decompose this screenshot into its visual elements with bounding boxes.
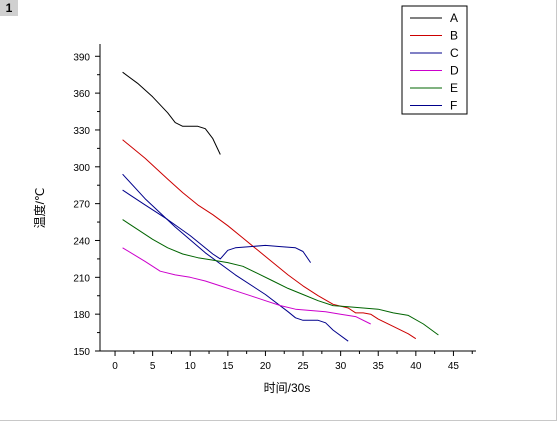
series-line-e — [122, 219, 439, 336]
y-tick-label: 150 — [73, 347, 90, 358]
series-line-d — [122, 247, 371, 325]
series-line-f — [122, 189, 312, 263]
x-tick-label: 25 — [297, 361, 309, 372]
x-tick-label: 5 — [150, 361, 156, 372]
x-tick-label: 35 — [373, 361, 385, 372]
x-tick-label: 15 — [222, 361, 234, 372]
x-axis-label: 时间/30s — [264, 381, 311, 395]
series-line-c — [122, 173, 349, 342]
y-tick-label: 300 — [73, 163, 90, 174]
legend-label: E — [450, 81, 458, 95]
series-line-b — [122, 139, 417, 340]
legend-label: C — [450, 46, 459, 60]
x-tick-label: 45 — [448, 361, 460, 372]
x-tick-label: 30 — [335, 361, 347, 372]
legend-box — [401, 5, 468, 115]
x-tick-label: 40 — [410, 361, 422, 372]
y-axis-label: 温度/℃ — [32, 188, 47, 229]
page-badge: 1 — [0, 0, 18, 16]
y-tick-label: 210 — [73, 273, 90, 284]
y-axis-ticks: 150 180 210 240 270 300 330 360 390 — [73, 52, 100, 358]
y-tick-label: 180 — [73, 310, 90, 321]
legend-label: F — [450, 99, 457, 113]
x-tick-label: 0 — [112, 361, 118, 372]
x-axis-ticks: 0 5 10 15 20 25 30 35 40 45 — [112, 351, 473, 372]
y-tick-label: 270 — [73, 200, 90, 211]
y-tick-label: 330 — [73, 126, 90, 137]
chart-axes — [99, 44, 476, 352]
legend-label: A — [450, 11, 458, 25]
legend-label: D — [450, 64, 459, 78]
y-tick-label: 360 — [73, 89, 90, 100]
x-tick-label: 10 — [185, 361, 197, 372]
x-tick-label: 20 — [260, 361, 272, 372]
y-tick-label: 240 — [73, 236, 90, 247]
y-tick-label: 390 — [73, 52, 90, 63]
series-lines — [122, 71, 439, 342]
legend-label: B — [450, 29, 458, 43]
series-line-a — [122, 71, 221, 155]
